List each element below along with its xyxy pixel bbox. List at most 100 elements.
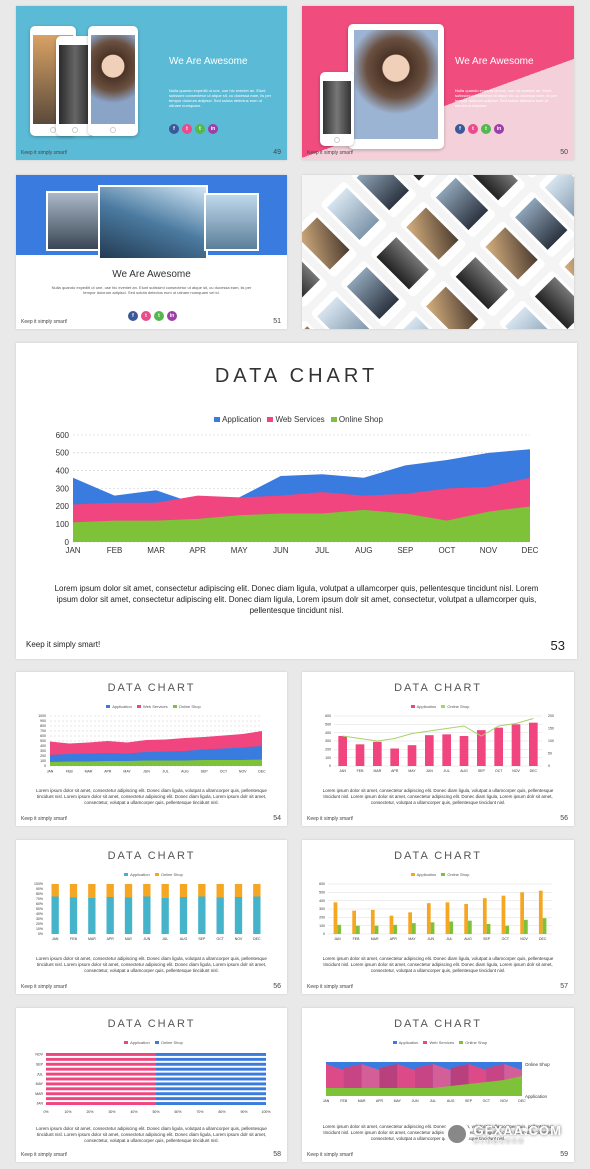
slide-56-stacked-bar-chart[interactable]: DATA CHART Application Online Shop 0% 10%… — [16, 840, 287, 994]
bar-application — [355, 744, 365, 766]
window-photo-1 — [46, 191, 101, 251]
x-tick-label: FEB — [353, 937, 360, 941]
x-tick-label: JAN — [323, 1099, 330, 1103]
x-tick-label: JUN — [143, 770, 150, 774]
area-online-shop — [73, 506, 530, 542]
footer-text: Keep it simply smart! — [26, 640, 101, 649]
bar-line-chart: 0 100 200 300 400 500 600 0 50 100 150 200 JAN FEB MAR… — [325, 714, 554, 773]
bar-application — [234, 897, 243, 934]
footer-text: Keep it simply smart! — [307, 984, 354, 990]
linkedin-icon[interactable]: in — [167, 311, 177, 321]
x-tick-label: JUN — [426, 769, 433, 773]
slide-50[interactable]: We Are Awesome Nulla quando expediti ut … — [302, 6, 574, 160]
facebook-icon[interactable]: f — [455, 124, 465, 134]
linkedin-icon[interactable]: in — [494, 124, 504, 134]
twitter-icon[interactable]: t — [468, 124, 478, 134]
bar-application — [69, 897, 78, 934]
bar-application — [198, 896, 206, 934]
bar-online-shop — [198, 884, 206, 897]
x-tick-label: 100% — [262, 1110, 271, 1114]
bar-application — [407, 745, 417, 766]
bar-online-shop — [374, 925, 379, 934]
bar-online-shop — [156, 1102, 266, 1106]
slide-54-data-chart[interactable]: DATA CHART Application Web Services Onli… — [16, 672, 287, 826]
y-tick-label: 600 — [325, 714, 331, 718]
bar-application — [538, 890, 543, 934]
x-tick-label: AUG — [180, 937, 188, 941]
stacked-bar-chart: 0%10%20%30%40%50%60%70%80%90%100% JAN FEB M… — [34, 882, 261, 941]
y-tick-label: 80% — [36, 892, 43, 896]
y-tick-label: 0 — [323, 932, 325, 936]
y-tick-label: 300 — [319, 907, 325, 911]
twitter-icon[interactable]: t — [182, 124, 192, 134]
linkedin-icon[interactable]: in — [208, 124, 218, 134]
facebook-icon[interactable]: f — [128, 311, 138, 321]
grouped-bar-chart: 0 100 200 300 400 500 600 JAN FEB MAR APR MAY JUN JUL… — [319, 882, 552, 941]
x-tick-label: JAN — [52, 937, 59, 941]
twitter-icon[interactable]: t — [141, 311, 151, 321]
slide-51[interactable]: We Are Awesome Nulla quando expediti ut … — [16, 175, 287, 329]
x-tick-label: APR — [189, 546, 206, 555]
bar-application — [338, 736, 347, 766]
y-tick-label: JAN — [36, 1102, 43, 1106]
phone-right — [88, 26, 138, 136]
facebook-icon[interactable]: f — [169, 124, 179, 134]
footer-text: Keep it simply smart! — [21, 816, 68, 822]
woman-photo — [91, 35, 135, 124]
y-tick-label: 100 — [56, 520, 70, 529]
tumblr-icon[interactable]: t — [154, 311, 164, 321]
bar-online-shop — [542, 918, 547, 934]
y-tick-label: 800 — [40, 724, 46, 728]
bar-online-shop — [69, 884, 78, 898]
slide-49[interactable]: We Are Awesome Nulla quando expediti ut … — [16, 6, 287, 160]
bar-application — [477, 730, 486, 766]
tumblr-icon[interactable]: t — [481, 124, 491, 134]
slide-57-grouped-bar-chart[interactable]: DATA CHART Application Online Shop 0 100 2… — [302, 840, 574, 994]
x-tick-label: APR — [376, 1099, 384, 1103]
slide-title: We Are Awesome — [455, 56, 534, 67]
y-tick-label: 100 — [319, 924, 325, 928]
bar-application — [352, 910, 356, 934]
phone-collage — [302, 175, 574, 329]
slide-59-area-chart[interactable]: DATA CHART Application Web Services Onli… — [302, 1008, 574, 1162]
x-tick-label: JUL — [315, 546, 330, 555]
y-tick-label: 500 — [56, 449, 70, 458]
bar-application — [494, 727, 503, 766]
slide-title: We Are Awesome — [169, 56, 248, 67]
bar-application — [46, 1092, 156, 1096]
x-tick-label: JUL — [444, 769, 450, 773]
x-tick-label: FEB — [70, 937, 77, 941]
legend-swatch — [410, 873, 415, 877]
tumblr-icon[interactable]: t — [195, 124, 205, 134]
bar-application — [511, 724, 521, 766]
bar-online-shop — [486, 924, 491, 934]
x-tick-label: AUG — [181, 770, 189, 774]
y-tick-label: 300 — [56, 484, 70, 493]
y-tick-label: 700 — [40, 729, 46, 733]
y-tick-label: 100 — [40, 759, 46, 763]
x-tick-label: APR — [390, 937, 398, 941]
slide-52-phone-collage[interactable] — [302, 175, 574, 329]
y-tick-label: MAR — [35, 1092, 43, 1096]
y-tick-label: 400 — [325, 731, 331, 735]
slide-56-bar-line-chart[interactable]: DATA CHART Application Online Shop 0 100 2… — [302, 672, 574, 826]
bar-application — [46, 1077, 156, 1081]
bar-online-shop — [156, 1087, 266, 1091]
bar-application — [253, 896, 261, 934]
x-tick-label: 50% — [152, 1110, 159, 1114]
x-tick-label: APR — [107, 937, 115, 941]
bar-application — [373, 741, 382, 766]
legend-item: Online Shop — [447, 872, 470, 877]
x-tick-label: OCT — [495, 769, 503, 773]
bar-application — [445, 902, 450, 934]
slide-58-horizontal-bar-chart[interactable]: DATA CHART Application Online Shop JAN MA… — [16, 1008, 287, 1162]
bar-application — [501, 895, 506, 934]
slide-text: Nulla quando expediti ut une, use hic ev… — [455, 88, 558, 108]
chart-legend: Application Online Shop — [16, 872, 287, 877]
slide-53-data-chart[interactable]: DATA CHART Application Web Services Onli… — [16, 343, 577, 659]
slide-number: 58 — [273, 1151, 281, 1158]
x-tick-label: MAY — [408, 769, 416, 773]
chart-title: DATA CHART — [394, 1018, 482, 1030]
legend-swatch — [136, 705, 141, 709]
escalator-photo — [59, 45, 91, 124]
